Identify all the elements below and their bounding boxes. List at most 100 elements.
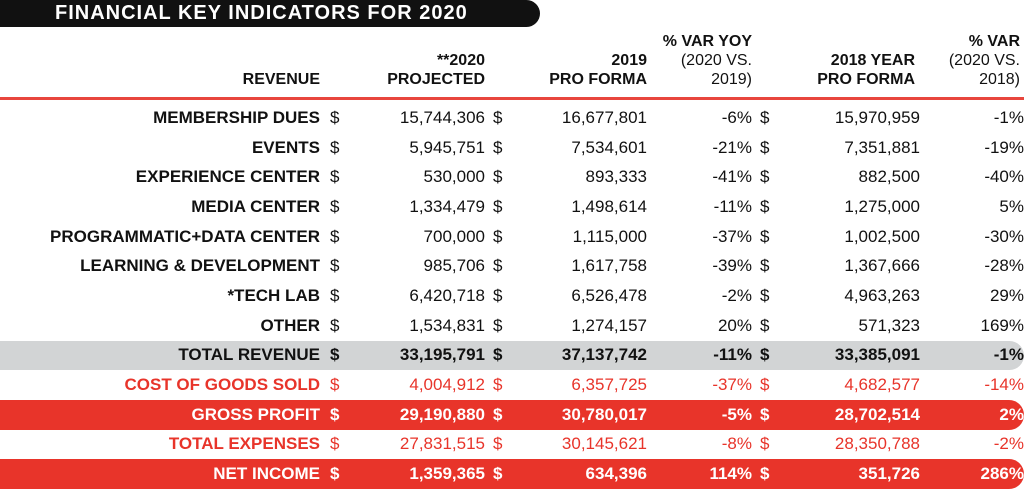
currency-symbol: $ bbox=[330, 167, 340, 187]
var-2018: 5% bbox=[999, 196, 1024, 216]
header-line: (2020 VS. bbox=[948, 52, 1020, 69]
value-2018: 4,963,263 bbox=[844, 285, 920, 305]
row-label: EVENTS bbox=[251, 137, 320, 157]
var-2018: -2% bbox=[993, 434, 1024, 454]
value-2020: 6,420,718 bbox=[409, 285, 485, 305]
currency-symbol: $ bbox=[330, 226, 340, 246]
var-2018: -19% bbox=[984, 137, 1024, 157]
var-2018: -1% bbox=[993, 107, 1024, 127]
value-2020: 29,190,880 bbox=[362, 399, 485, 430]
var-yoy: -41% bbox=[712, 167, 752, 187]
currency-symbol: $ bbox=[493, 434, 503, 454]
var-yoy: -5% bbox=[647, 399, 752, 430]
var-yoy: -37% bbox=[712, 375, 752, 395]
currency-symbol: $ bbox=[330, 196, 340, 216]
header-2018: 2018 YEAR PRO FORMA bbox=[790, 51, 915, 89]
currency-symbol: $ bbox=[330, 434, 340, 454]
currency-symbol: $ bbox=[760, 226, 770, 246]
var-2018: 286% bbox=[920, 459, 1024, 489]
value-2020: 5,945,751 bbox=[409, 137, 485, 157]
table-row: EVENTS $5,945,751 $7,534,601 -21% $7,351,881… bbox=[0, 133, 1024, 163]
value-2020: 27,831,515 bbox=[399, 434, 485, 454]
value-2018: 28,350,788 bbox=[834, 434, 920, 454]
var-2018: -14% bbox=[984, 375, 1024, 395]
currency-symbol: $ bbox=[760, 167, 770, 187]
value-2018: 1,275,000 bbox=[844, 196, 920, 216]
row-label: GROSS PROFIT bbox=[0, 399, 322, 430]
currency-symbol: $ bbox=[493, 315, 503, 335]
value-2019: 30,780,017 bbox=[525, 399, 647, 430]
var-yoy: -37% bbox=[712, 226, 752, 246]
currency-symbol: $ bbox=[760, 256, 770, 276]
row-label: PROGRAMMATIC+DATA CENTER bbox=[50, 226, 320, 246]
currency-symbol: $ bbox=[760, 315, 770, 335]
header-line: **2020 bbox=[436, 52, 485, 69]
value-2020: 15,744,306 bbox=[399, 107, 485, 127]
value-2018: 28,702,514 bbox=[792, 399, 920, 430]
value-2020: 985,706 bbox=[423, 256, 485, 276]
table-row: OTHER $1,534,831 $1,274,157 20% $571,323 169% bbox=[0, 311, 1024, 341]
value-2018: 1,002,500 bbox=[844, 226, 920, 246]
table-title: FINANCIAL KEY INDICATORS FOR 2020 bbox=[0, 0, 540, 27]
var-yoy: -11% bbox=[647, 340, 752, 371]
currency-symbol: $ bbox=[485, 459, 525, 489]
value-2019: 893,333 bbox=[585, 167, 647, 187]
currency-symbol: $ bbox=[752, 340, 792, 371]
table-row: LEARNING & DEVELOPMENT $985,706 $1,617,758… bbox=[0, 251, 1024, 281]
value-2018: 351,726 bbox=[792, 459, 920, 489]
header-line: (2020 VS. bbox=[680, 52, 752, 69]
header-revenue: REVENUE bbox=[200, 70, 320, 89]
row-label: TOTAL REVENUE bbox=[0, 340, 322, 371]
header-var-yoy: % VAR YOY (2020 VS. 2019) bbox=[650, 32, 752, 89]
header-divider bbox=[0, 97, 1024, 100]
var-yoy: -6% bbox=[721, 107, 752, 127]
currency-symbol: $ bbox=[485, 340, 525, 371]
header-line: PROJECTED bbox=[387, 71, 485, 88]
currency-symbol: $ bbox=[493, 107, 503, 127]
currency-symbol: $ bbox=[760, 285, 770, 305]
table-row: PROGRAMMATIC+DATA CENTER $700,000 $1,115,0… bbox=[0, 222, 1024, 252]
var-yoy: -8% bbox=[721, 434, 752, 454]
value-2019: 7,534,601 bbox=[571, 137, 647, 157]
currency-symbol: $ bbox=[760, 196, 770, 216]
header-2020: **2020 PROJECTED bbox=[370, 51, 485, 89]
value-2020: 1,334,479 bbox=[409, 196, 485, 216]
table-row: NET INCOME $1,359,365 $634,396 114% $351,726… bbox=[0, 459, 1024, 489]
currency-symbol: $ bbox=[330, 107, 340, 127]
currency-symbol: $ bbox=[760, 375, 770, 395]
header-line: % VAR bbox=[968, 33, 1020, 50]
var-yoy: -21% bbox=[712, 137, 752, 157]
row-label: LEARNING & DEVELOPMENT bbox=[80, 256, 320, 276]
var-yoy: -39% bbox=[712, 256, 752, 276]
header-line: 2018) bbox=[979, 71, 1020, 88]
value-2019: 30,145,621 bbox=[561, 434, 647, 454]
financial-table: MEMBERSHIP DUES $15,744,306 $16,677,801 -6%… bbox=[0, 103, 1024, 489]
value-2020: 700,000 bbox=[423, 226, 485, 246]
row-label: MEMBERSHIP DUES bbox=[153, 107, 320, 127]
currency-symbol: $ bbox=[760, 434, 770, 454]
row-label: COST OF GOODS SOLD bbox=[124, 375, 320, 395]
currency-symbol: $ bbox=[322, 459, 362, 489]
currency-symbol: $ bbox=[493, 137, 503, 157]
row-label: TOTAL EXPENSES bbox=[168, 434, 320, 454]
header-line: PRO FORMA bbox=[549, 71, 647, 88]
value-2019: 1,274,157 bbox=[571, 315, 647, 335]
value-2019: 1,115,000 bbox=[572, 226, 647, 246]
var-2018: -40% bbox=[984, 167, 1024, 187]
currency-symbol: $ bbox=[760, 107, 770, 127]
var-2018: 29% bbox=[989, 285, 1024, 305]
currency-symbol: $ bbox=[493, 375, 503, 395]
table-row: COST OF GOODS SOLD $4,004,912 $6,357,725 -3… bbox=[0, 370, 1024, 400]
value-2019: 37,137,742 bbox=[525, 340, 647, 371]
var-2018: 2% bbox=[920, 399, 1024, 430]
value-2019: 16,677,801 bbox=[561, 107, 647, 127]
currency-symbol: $ bbox=[322, 340, 362, 371]
var-yoy: -2% bbox=[721, 285, 752, 305]
var-yoy: 114% bbox=[647, 459, 752, 489]
header-line: 2018 YEAR bbox=[830, 52, 915, 69]
currency-symbol: $ bbox=[760, 137, 770, 157]
value-2018: 882,500 bbox=[858, 167, 920, 187]
currency-symbol: $ bbox=[752, 459, 792, 489]
currency-symbol: $ bbox=[322, 399, 362, 430]
currency-symbol: $ bbox=[330, 375, 340, 395]
